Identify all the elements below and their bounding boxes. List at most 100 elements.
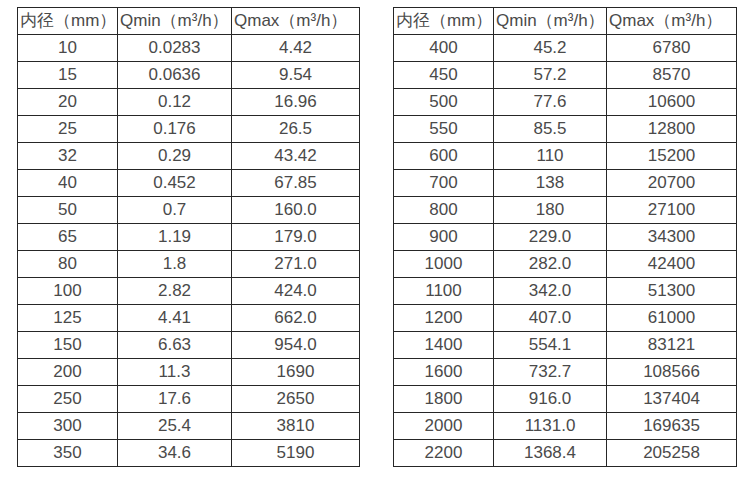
cell-qmin: 34.6	[118, 440, 232, 467]
column-header-qmax: Qmax（m³/h）	[607, 8, 737, 35]
cell-inner-diameter: 65	[18, 224, 118, 251]
cell-qmax: 8570	[607, 62, 737, 89]
cell-qmax: 205258	[607, 440, 737, 467]
table-row: 400.45267.85	[18, 170, 360, 197]
spec-table-left-body: 100.02834.42150.06369.54200.1216.96250.1…	[18, 35, 360, 467]
table-row: 40045.26780	[394, 35, 737, 62]
table-row: 1000282.042400	[394, 251, 737, 278]
cell-inner-diameter: 550	[394, 116, 494, 143]
cell-qmax: 662.0	[232, 305, 360, 332]
table-row: 900229.034300	[394, 224, 737, 251]
cell-qmax: 12800	[607, 116, 737, 143]
cell-inner-diameter: 250	[18, 386, 118, 413]
cell-inner-diameter: 900	[394, 224, 494, 251]
spec-table-left-header: 内径（mm） Qmin（m³/h） Qmax（m³/h）	[18, 8, 360, 35]
cell-inner-diameter: 125	[18, 305, 118, 332]
cell-inner-diameter: 100	[18, 278, 118, 305]
cell-qmin: 0.176	[118, 116, 232, 143]
cell-qmax: 1690	[232, 359, 360, 386]
cell-qmin: 0.7	[118, 197, 232, 224]
column-header-qmin: Qmin（m³/h）	[118, 8, 232, 35]
cell-inner-diameter: 800	[394, 197, 494, 224]
cell-qmax: 16.96	[232, 89, 360, 116]
table-row: 1100342.051300	[394, 278, 737, 305]
cell-inner-diameter: 1800	[394, 386, 494, 413]
table-row: 35034.65190	[18, 440, 360, 467]
table-row: 500.7160.0	[18, 197, 360, 224]
cell-qmin: 282.0	[494, 251, 607, 278]
cell-inner-diameter: 20	[18, 89, 118, 116]
cell-qmax: 27100	[607, 197, 737, 224]
cell-qmin: 4.41	[118, 305, 232, 332]
cell-qmax: 83121	[607, 332, 737, 359]
cell-qmin: 0.0283	[118, 35, 232, 62]
cell-qmin: 138	[494, 170, 607, 197]
cell-inner-diameter: 450	[394, 62, 494, 89]
cell-inner-diameter: 1200	[394, 305, 494, 332]
cell-qmax: 6780	[607, 35, 737, 62]
cell-qmax: 26.5	[232, 116, 360, 143]
cell-qmax: 3810	[232, 413, 360, 440]
cell-inner-diameter: 1400	[394, 332, 494, 359]
cell-qmax: 2650	[232, 386, 360, 413]
cell-inner-diameter: 700	[394, 170, 494, 197]
table-row: 60011015200	[394, 143, 737, 170]
cell-qmin: 0.0636	[118, 62, 232, 89]
cell-inner-diameter: 15	[18, 62, 118, 89]
cell-qmax: 51300	[607, 278, 737, 305]
tables-container: 内径（mm） Qmin（m³/h） Qmax（m³/h） 100.02834.4…	[0, 0, 750, 467]
table-row: 250.17626.5	[18, 116, 360, 143]
table-row: 200.1216.96	[18, 89, 360, 116]
cell-inner-diameter: 150	[18, 332, 118, 359]
cell-inner-diameter: 25	[18, 116, 118, 143]
cell-qmin: 229.0	[494, 224, 607, 251]
cell-qmax: 5190	[232, 440, 360, 467]
table-row: 1400554.183121	[394, 332, 737, 359]
table-row: 1002.82424.0	[18, 278, 360, 305]
table-row: 1506.63954.0	[18, 332, 360, 359]
cell-inner-diameter: 400	[394, 35, 494, 62]
cell-qmin: 342.0	[494, 278, 607, 305]
cell-qmin: 0.12	[118, 89, 232, 116]
cell-qmax: 9.54	[232, 62, 360, 89]
cell-inner-diameter: 600	[394, 143, 494, 170]
cell-inner-diameter: 1600	[394, 359, 494, 386]
cell-qmin: 554.1	[494, 332, 607, 359]
cell-inner-diameter: 300	[18, 413, 118, 440]
page: 内径（mm） Qmin（m³/h） Qmax（m³/h） 100.02834.4…	[0, 0, 750, 483]
cell-inner-diameter: 80	[18, 251, 118, 278]
cell-qmin: 916.0	[494, 386, 607, 413]
column-header-qmin: Qmin（m³/h）	[494, 8, 607, 35]
table-row: 20011.31690	[18, 359, 360, 386]
table-row: 55085.512800	[394, 116, 737, 143]
cell-qmin: 45.2	[494, 35, 607, 62]
cell-qmax: 20700	[607, 170, 737, 197]
cell-inner-diameter: 2200	[394, 440, 494, 467]
cell-qmin: 0.452	[118, 170, 232, 197]
table-row: 20001131.0169635	[394, 413, 737, 440]
column-header-qmax: Qmax（m³/h）	[232, 8, 360, 35]
cell-inner-diameter: 350	[18, 440, 118, 467]
cell-inner-diameter: 200	[18, 359, 118, 386]
spec-table-right: 内径（mm） Qmin（m³/h） Qmax（m³/h） 40045.26780…	[393, 7, 737, 467]
table-row: 25017.62650	[18, 386, 360, 413]
cell-qmin: 1.19	[118, 224, 232, 251]
cell-qmax: 61000	[607, 305, 737, 332]
cell-inner-diameter: 50	[18, 197, 118, 224]
cell-qmin: 1.8	[118, 251, 232, 278]
column-header-inner-diameter: 内径（mm）	[18, 8, 118, 35]
cell-qmin: 77.6	[494, 89, 607, 116]
table-row: 100.02834.42	[18, 35, 360, 62]
cell-qmin: 11.3	[118, 359, 232, 386]
table-row: 1800916.0137404	[394, 386, 737, 413]
cell-qmin: 2.82	[118, 278, 232, 305]
table-row: 801.8271.0	[18, 251, 360, 278]
cell-qmin: 17.6	[118, 386, 232, 413]
cell-qmin: 25.4	[118, 413, 232, 440]
table-row: 651.19179.0	[18, 224, 360, 251]
cell-qmin: 0.29	[118, 143, 232, 170]
cell-qmin: 1368.4	[494, 440, 607, 467]
table-row: 150.06369.54	[18, 62, 360, 89]
table-row: 1200407.061000	[394, 305, 737, 332]
cell-qmin: 110	[494, 143, 607, 170]
